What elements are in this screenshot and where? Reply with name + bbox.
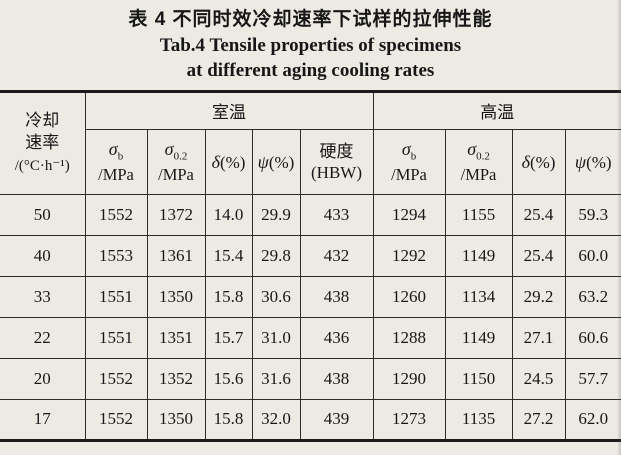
cell: 1134 bbox=[444, 275, 513, 318]
cell: 30.6 bbox=[251, 275, 301, 318]
table-row: 40 1553 1361 15.4 29.8 432 1292 1149 25.4 60.0 bbox=[0, 234, 621, 277]
cell: 25.4 bbox=[511, 193, 566, 236]
col-header-psi-ht: ψ(%) bbox=[564, 128, 621, 195]
col-header-delta-ht: δ(%) bbox=[511, 128, 566, 195]
cell: 15.4 bbox=[204, 234, 253, 277]
cell: 1155 bbox=[444, 193, 513, 236]
table-row: 50 1552 1372 14.0 29.9 433 1294 1155 25.4 59.3 bbox=[0, 193, 621, 236]
col-header-sigma-b-ht: σb /MPa bbox=[372, 128, 446, 195]
cell: 15.8 bbox=[204, 398, 253, 441]
table-row: 22 1551 1351 15.7 31.0 436 1288 1149 27.1 60.6 bbox=[0, 316, 621, 359]
header-sub-row: σb /MPa σ0.2 /MPa δ(%) ψ(%) 硬度 (HBW) bbox=[0, 128, 621, 195]
col-header-sigma-02-rt: σ0.2 /MPa bbox=[146, 128, 206, 195]
cell: 24.5 bbox=[511, 357, 566, 400]
table-header: 冷却 速率 /(°C·h⁻¹) 室温 高温 σb /MPa σ0.2 /MPa … bbox=[0, 90, 621, 195]
cell: 22 bbox=[0, 316, 86, 359]
cell: 1260 bbox=[372, 275, 446, 318]
cell: 57.7 bbox=[564, 357, 621, 400]
table-caption: 表 4 不同时效冷却速率下试样的拉伸性能 Tab.4 Tensile prope… bbox=[0, 0, 621, 84]
table-row: 20 1552 1352 15.6 31.6 438 1290 1150 24.5 57.7 bbox=[0, 357, 621, 400]
cell: 15.6 bbox=[204, 357, 253, 400]
cell: 32.0 bbox=[251, 398, 301, 441]
cell: 63.2 bbox=[564, 275, 621, 318]
col-header-sigma-b-rt: σb /MPa bbox=[85, 128, 148, 195]
cell: 29.2 bbox=[511, 275, 566, 318]
cell: 1149 bbox=[444, 234, 513, 277]
cell: 436 bbox=[299, 316, 374, 359]
group-header-room-temperature: 室温 bbox=[84, 90, 374, 130]
cell: 59.3 bbox=[564, 193, 621, 236]
cell: 1372 bbox=[146, 193, 206, 236]
table-row: 33 1551 1350 15.8 30.6 438 1260 1134 29.2 63.2 bbox=[0, 275, 621, 318]
cell: 1553 bbox=[84, 234, 148, 277]
cooling-rate-label-line1: 冷却 bbox=[25, 111, 60, 131]
cell: 1350 bbox=[146, 275, 206, 318]
cell: 29.8 bbox=[251, 234, 301, 277]
cell: 1290 bbox=[372, 357, 446, 400]
cell: 1551 bbox=[84, 316, 148, 359]
cell: 14.0 bbox=[204, 193, 253, 236]
cell: 1149 bbox=[444, 316, 513, 359]
cell: 33 bbox=[0, 275, 86, 318]
cell: 20 bbox=[0, 357, 86, 400]
cell: 15.8 bbox=[204, 275, 253, 318]
cell: 1273 bbox=[372, 398, 446, 441]
header-group-row: 冷却 速率 /(°C·h⁻¹) 室温 高温 bbox=[0, 90, 621, 195]
cell: 31.0 bbox=[251, 316, 301, 359]
cell: 1552 bbox=[84, 193, 148, 236]
cell: 1552 bbox=[84, 398, 148, 441]
cell: 29.9 bbox=[251, 193, 301, 236]
cooling-rate-label-line2: 速率 bbox=[25, 133, 60, 153]
cell: 1135 bbox=[444, 398, 513, 441]
caption-english-line2: at different aging cooling rates bbox=[186, 60, 435, 82]
cell: 1292 bbox=[372, 234, 446, 277]
cell: 1352 bbox=[146, 357, 206, 400]
cell: 27.1 bbox=[511, 316, 566, 359]
cell: 432 bbox=[299, 234, 374, 277]
cell: 15.7 bbox=[204, 316, 253, 359]
table-body: 50 1552 1372 14.0 29.9 433 1294 1155 25.4 59.3 40 1… bbox=[0, 193, 621, 441]
cell: 25.4 bbox=[511, 234, 566, 277]
cell: 433 bbox=[299, 193, 374, 236]
cell: 40 bbox=[0, 234, 86, 277]
cell: 62.0 bbox=[564, 398, 621, 441]
tensile-properties-table: 冷却 速率 /(°C·h⁻¹) 室温 高温 σb /MPa σ0.2 /MPa … bbox=[0, 89, 621, 442]
col-header-cooling-rate: 冷却 速率 /(°C·h⁻¹) bbox=[0, 90, 86, 195]
table-row: 17 1552 1350 15.8 32.0 439 1273 1135 27.2 62.0 bbox=[0, 398, 621, 441]
col-header-psi-rt: ψ(%) bbox=[251, 128, 301, 195]
cell: 1351 bbox=[146, 316, 206, 359]
cell: 439 bbox=[299, 398, 374, 441]
cell: 438 bbox=[299, 357, 374, 400]
caption-english-line1: Tab.4 Tensile properties of specimens bbox=[159, 34, 462, 56]
cell: 27.2 bbox=[511, 398, 566, 441]
cell: 1294 bbox=[372, 193, 446, 236]
col-header-delta-rt: δ(%) bbox=[204, 128, 253, 195]
cell: 438 bbox=[299, 275, 374, 318]
cell: 1288 bbox=[372, 316, 446, 359]
cell: 60.6 bbox=[564, 316, 621, 359]
cell: 1552 bbox=[84, 357, 148, 400]
caption-chinese: 表 4 不同时效冷却速率下试样的拉伸性能 bbox=[128, 9, 493, 30]
cooling-rate-unit: /(°C·h⁻¹) bbox=[14, 158, 70, 175]
cell: 60.0 bbox=[564, 234, 621, 277]
cell: 17 bbox=[0, 398, 86, 441]
cell: 1361 bbox=[146, 234, 206, 277]
col-header-hardness: 硬度 (HBW) bbox=[299, 128, 374, 195]
cell: 1150 bbox=[444, 357, 513, 400]
col-header-sigma-02-ht: σ0.2 /MPa bbox=[444, 128, 513, 195]
cell: 31.6 bbox=[251, 357, 301, 400]
cell: 1551 bbox=[84, 275, 148, 318]
cell: 1350 bbox=[146, 398, 206, 441]
group-header-high-temperature: 高温 bbox=[372, 90, 621, 130]
cell: 50 bbox=[0, 193, 86, 236]
